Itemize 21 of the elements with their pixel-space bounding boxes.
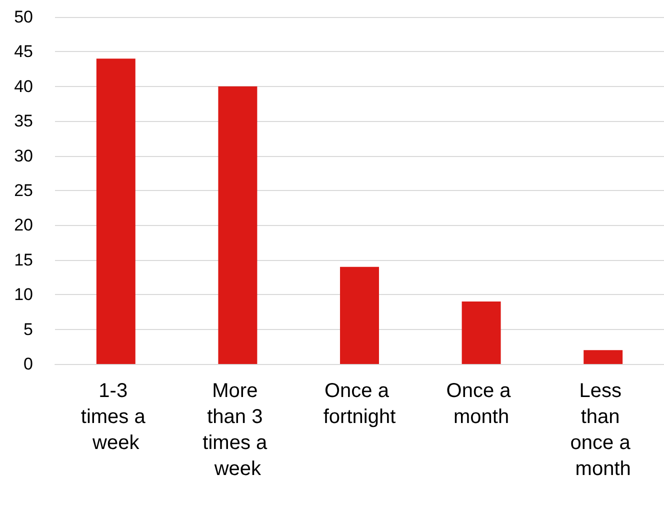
y-tick-label: 35 <box>14 112 33 131</box>
bar <box>584 350 623 364</box>
y-tick-label: 45 <box>14 42 33 62</box>
y-tick-label: 15 <box>14 250 33 270</box>
x-tick-label: Less than once a month <box>570 380 636 480</box>
y-tick-label: 40 <box>14 76 33 96</box>
bar <box>340 266 379 364</box>
x-tick-label: Once a month <box>446 380 516 428</box>
y-tick-label: 5 <box>24 320 33 339</box>
x-tick-label: Once a fortnight <box>323 380 396 428</box>
y-tick-label: 25 <box>14 181 33 200</box>
x-tick-label: More than 3 times a week <box>202 380 273 480</box>
bar <box>218 86 258 364</box>
y-tick-label: 10 <box>14 285 33 304</box>
x-tick-label: 1-3 times a week <box>80 380 151 454</box>
y-tick-label: 50 <box>14 8 33 26</box>
y-tick-label: 20 <box>14 216 33 235</box>
bar <box>96 58 136 364</box>
bar <box>462 302 501 364</box>
y-tick-label: 0 <box>24 354 33 374</box>
y-tick-label: 30 <box>14 146 33 166</box>
